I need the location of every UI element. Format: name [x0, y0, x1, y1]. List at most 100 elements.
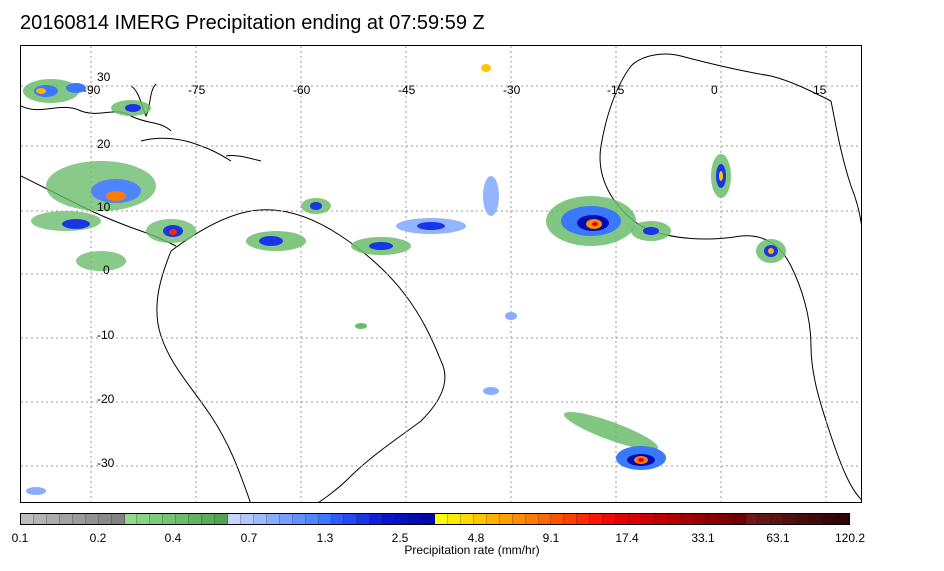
- colorbar: [20, 513, 850, 525]
- colorbar-tick-label: 17.4: [615, 531, 639, 545]
- gridlines: [21, 46, 861, 502]
- colorbar-cell: [499, 514, 513, 524]
- precip-area: [483, 176, 499, 216]
- colorbar-cell: [422, 514, 435, 524]
- colorbar-tick-label: 0.2: [89, 531, 107, 545]
- colorbar-cell: [784, 514, 798, 524]
- colorbar-cell: [435, 514, 448, 524]
- colorbar-cell: [137, 514, 151, 524]
- colorbar-cell: [616, 514, 630, 524]
- lat-label: -30: [97, 456, 115, 470]
- coastline-hispaniola: [225, 155, 262, 162]
- colorbar-cell: [667, 514, 681, 524]
- lat-label: 30: [97, 70, 111, 84]
- precip-area: [417, 222, 445, 230]
- colorbar-cell: [642, 514, 655, 524]
- colorbar-cell: [383, 514, 397, 524]
- precip-area: [26, 487, 46, 495]
- colorbar-cell: [98, 514, 112, 524]
- colorbar-cell: [460, 514, 474, 524]
- precip-area: [638, 458, 644, 462]
- colorbar-tick-label: 0.1: [11, 531, 29, 545]
- map-canvas: [21, 46, 861, 502]
- coastlines: [21, 53, 861, 502]
- precip-area: [169, 229, 177, 235]
- precip-area: [36, 88, 46, 94]
- coastline-africa: [599, 53, 861, 500]
- colorbar-cell: [124, 514, 138, 524]
- lon-label: 15: [813, 83, 827, 97]
- colorbar-cell: [150, 514, 164, 524]
- colorbar-tick-label: 2.5: [391, 531, 409, 545]
- colorbar-cell: [564, 514, 578, 524]
- precip-area: [106, 191, 126, 201]
- lat-label: -20: [97, 392, 115, 406]
- colorbar-cell: [318, 514, 332, 524]
- colorbar-cell: [357, 514, 371, 524]
- colorbar-cell: [176, 514, 190, 524]
- colorbar-cell: [473, 514, 487, 524]
- map-title: 20160814 IMERG Precipitation ending at 0…: [20, 12, 485, 34]
- colorbar-cell: [215, 514, 228, 524]
- colorbar-cell: [693, 514, 707, 524]
- precip-area: [62, 219, 90, 229]
- precip-area: [76, 251, 126, 271]
- colorbar-cell: [758, 514, 772, 524]
- colorbar-cell: [202, 514, 216, 524]
- colorbar-tick-label: 120.2: [834, 531, 866, 545]
- colorbar-cell: [344, 514, 358, 524]
- colorbar-cell: [538, 514, 552, 524]
- precip-area: [768, 248, 774, 254]
- lat-label: -10: [97, 328, 115, 342]
- colorbar-label: Precipitation rate (mm/hr): [404, 543, 540, 557]
- colorbar-cell: [512, 514, 526, 524]
- colorbar-tick-label: 9.1: [542, 531, 560, 545]
- coastline-gulf: [21, 105, 172, 132]
- precip-area: [355, 323, 367, 329]
- precip-area: [481, 64, 491, 72]
- precip-area: [643, 227, 659, 235]
- precip-area: [592, 222, 598, 226]
- lon-label: -90: [83, 83, 101, 97]
- colorbar-cell: [409, 514, 423, 524]
- lon-label: -75: [188, 83, 206, 97]
- lon-label: -45: [398, 83, 416, 97]
- colorbar-cell: [706, 514, 720, 524]
- colorbar-cell: [447, 514, 461, 524]
- coastline-florida: [130, 83, 157, 118]
- colorbar-cell: [163, 514, 177, 524]
- colorbar-cell: [732, 514, 746, 524]
- colorbar-cell: [629, 514, 642, 524]
- lat-label: 10: [97, 200, 111, 214]
- colorbar-cell: [228, 514, 241, 524]
- colorbar-cell: [111, 514, 125, 524]
- colorbar-cell: [771, 514, 785, 524]
- colorbar-cell: [72, 514, 86, 524]
- lon-label: 0: [711, 83, 718, 97]
- colorbar-cell: [654, 514, 668, 524]
- colorbar-cell: [396, 514, 410, 524]
- colorbar-cell: [745, 514, 759, 524]
- colorbar-cell: [577, 514, 591, 524]
- precip-area: [719, 171, 723, 181]
- colorbar-cell: [823, 514, 837, 524]
- colorbar-cell: [370, 514, 384, 524]
- colorbar-cell: [305, 514, 319, 524]
- colorbar-cell: [279, 514, 293, 524]
- precipitation-fields: [23, 64, 786, 495]
- coastline-south-america: [156, 209, 446, 502]
- precip-area: [259, 236, 283, 246]
- colorbar-cell: [331, 514, 345, 524]
- colorbar-cell: [292, 514, 306, 524]
- colorbar-tick-label: 0.7: [240, 531, 258, 545]
- colorbar-cell: [240, 514, 254, 524]
- coastline-cuba: [140, 137, 232, 162]
- colorbar-cell: [266, 514, 280, 524]
- precip-area: [563, 411, 659, 451]
- colorbar-tick-label: 63.1: [766, 531, 790, 545]
- colorbar-cell: [551, 514, 565, 524]
- colorbar-tick-label: 0.4: [164, 531, 182, 545]
- lat-label: 20: [97, 137, 111, 151]
- colorbar-tick-label: 4.8: [467, 531, 485, 545]
- colorbar-cell: [719, 514, 733, 524]
